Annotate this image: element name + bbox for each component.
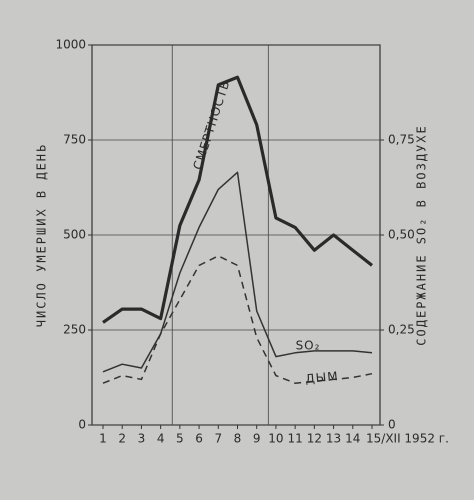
- y2-tick-label: 0,25: [388, 323, 415, 337]
- y2-tick-label: 0: [388, 418, 396, 432]
- y-axis-title: ЧИСЛО УМЕРШИХ В ДЕНЬ: [35, 143, 49, 328]
- y-tick-label: 500: [63, 228, 86, 242]
- y2-tick-label: 0,50: [388, 228, 415, 242]
- series-line: [102, 171, 373, 373]
- x-tick-label: 10: [268, 432, 283, 446]
- x-tick-label: 11: [288, 432, 303, 446]
- x-tick-label: 3: [138, 432, 146, 446]
- y2-tick-label: 0,75: [388, 133, 415, 147]
- x-tick-label: 12: [307, 432, 322, 446]
- x-tick-label: 13: [326, 432, 341, 446]
- y-tick-label: 1000: [55, 38, 86, 52]
- series-label: ДЫМ: [305, 369, 339, 386]
- y-tick-label: 750: [63, 133, 86, 147]
- x-tick-label: 9: [253, 432, 261, 446]
- series-label: SO₂: [296, 339, 321, 353]
- x-tick-label: 14: [345, 432, 360, 446]
- x-tick-label: 1: [99, 432, 107, 446]
- x-tick-label: 6: [195, 432, 203, 446]
- x-tick-label: 8: [234, 432, 242, 446]
- x-tick-label: 15/XII 1952 г.: [366, 432, 449, 446]
- x-tick-label: 2: [118, 432, 126, 446]
- x-tick-label: 5: [176, 432, 184, 446]
- y-tick-label: 0: [78, 418, 86, 432]
- x-tick-label: 4: [157, 432, 165, 446]
- y-tick-label: 250: [63, 323, 86, 337]
- y2-axis-title: СОДЕРЖАНИЕ SO₂ В ВОЗДУХЕ: [415, 124, 429, 345]
- series-line: [102, 75, 373, 324]
- x-tick-label: 7: [214, 432, 222, 446]
